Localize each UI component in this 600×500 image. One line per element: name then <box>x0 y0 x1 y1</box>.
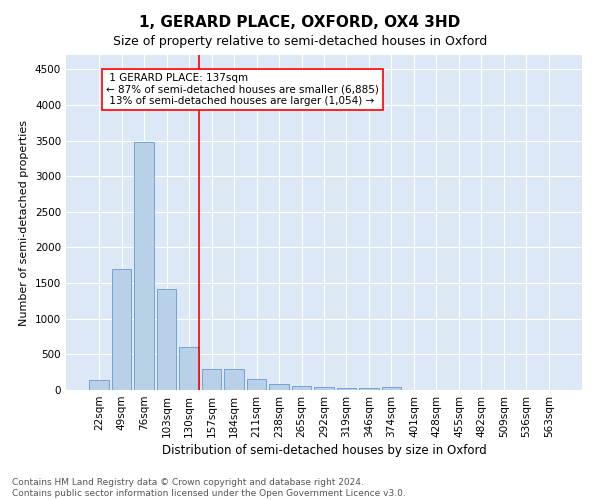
Text: Contains HM Land Registry data © Crown copyright and database right 2024.
Contai: Contains HM Land Registry data © Crown c… <box>12 478 406 498</box>
X-axis label: Distribution of semi-detached houses by size in Oxford: Distribution of semi-detached houses by … <box>161 444 487 457</box>
Bar <box>337 388 356 390</box>
Bar <box>247 378 266 390</box>
Bar <box>292 386 311 390</box>
Bar <box>157 289 176 390</box>
Bar <box>179 346 199 390</box>
Bar <box>89 380 109 390</box>
Bar <box>269 384 289 390</box>
Y-axis label: Number of semi-detached properties: Number of semi-detached properties <box>19 120 29 326</box>
Bar <box>112 269 131 390</box>
Text: 1 GERARD PLACE: 137sqm
← 87% of semi-detached houses are smaller (6,885)
 13% of: 1 GERARD PLACE: 137sqm ← 87% of semi-det… <box>106 73 379 106</box>
Text: Size of property relative to semi-detached houses in Oxford: Size of property relative to semi-detach… <box>113 35 487 48</box>
Bar <box>134 142 154 390</box>
Bar <box>359 388 379 390</box>
Bar <box>382 387 401 390</box>
Bar <box>224 370 244 390</box>
Text: 1, GERARD PLACE, OXFORD, OX4 3HD: 1, GERARD PLACE, OXFORD, OX4 3HD <box>139 15 461 30</box>
Bar <box>202 370 221 390</box>
Bar <box>314 387 334 390</box>
